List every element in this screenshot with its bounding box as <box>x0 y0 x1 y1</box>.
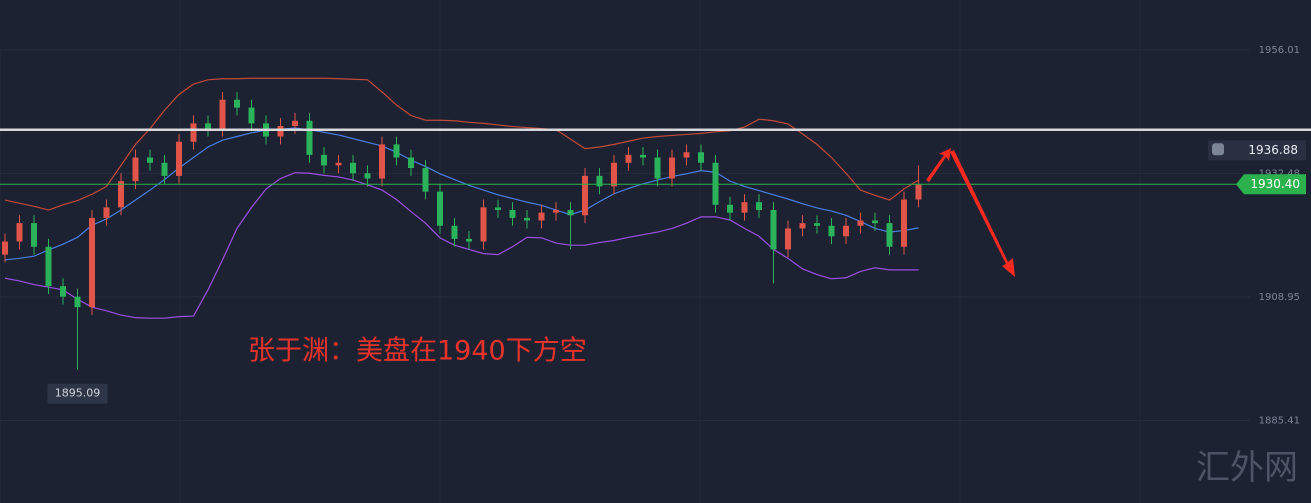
ask-label: 1936.88 <box>1248 143 1298 157</box>
candle-body <box>118 181 124 208</box>
candle-body <box>277 126 284 137</box>
candle-body <box>321 154 327 166</box>
candle-body <box>915 184 922 200</box>
last-price-box <box>1236 174 1306 195</box>
candle-body <box>843 225 849 237</box>
candle-body <box>451 225 458 239</box>
candle-body <box>828 225 835 237</box>
candle-body <box>292 120 298 127</box>
candle-body <box>364 173 371 179</box>
low-marker-label: 1895.09 <box>55 387 101 400</box>
band-line <box>4 77 919 211</box>
candle-body <box>669 157 675 179</box>
candle-body <box>741 202 748 213</box>
band-line <box>4 127 919 261</box>
candle-body <box>727 204 733 213</box>
candle-body <box>350 162 356 174</box>
watermark: 汇外网 <box>1196 448 1298 488</box>
candle-body <box>60 286 66 297</box>
arrow-up <box>926 148 951 182</box>
candle-body <box>234 99 240 108</box>
ask-box <box>1208 140 1306 161</box>
candle-body <box>756 202 762 211</box>
low-marker-box <box>47 383 108 404</box>
candle-body <box>625 154 632 163</box>
annotation: 张于渊：美盘在1940下方空 <box>248 336 587 367</box>
candle-body <box>219 99 226 129</box>
candle-body <box>640 154 646 158</box>
bell-icon <box>1212 143 1224 156</box>
candle-body <box>596 175 603 187</box>
candle-body <box>814 223 820 226</box>
candle-body <box>857 220 864 226</box>
candle-body <box>582 175 588 216</box>
candle-body <box>161 162 168 176</box>
candle-body <box>74 296 81 308</box>
candle-body <box>654 157 661 179</box>
candle-body <box>785 228 791 250</box>
candle-body <box>16 223 23 242</box>
candle-body <box>248 107 255 124</box>
candle-body <box>495 207 501 211</box>
candle-body <box>132 157 139 182</box>
candle-body <box>190 123 197 142</box>
y-tick-label: 1932.48 <box>1259 168 1300 179</box>
candle-body <box>698 152 704 163</box>
candle-body <box>2 241 8 255</box>
candle-body <box>509 210 516 218</box>
candle-body <box>422 168 429 192</box>
candle-body <box>31 223 37 247</box>
candle-body <box>886 223 893 247</box>
candle-body <box>306 120 313 155</box>
candle-body <box>89 217 95 308</box>
candle-body <box>553 210 559 213</box>
band-line <box>4 172 919 319</box>
candle-body <box>466 238 472 242</box>
last-price-label: 1930.40 <box>1250 177 1300 191</box>
candle-body <box>683 152 690 158</box>
candle-body <box>147 157 153 163</box>
candle-body <box>524 217 530 221</box>
candle-body <box>770 210 777 250</box>
candle-body <box>799 223 806 229</box>
candle-body <box>335 162 342 166</box>
candle-body <box>872 220 878 224</box>
candle-body <box>712 162 719 205</box>
arrows <box>926 148 1015 277</box>
arrow-down <box>950 150 1015 277</box>
candle-body <box>408 157 414 169</box>
candle-body <box>103 207 110 218</box>
candle-body <box>901 199 907 247</box>
y-tick-label: 1885.41 <box>1259 416 1300 427</box>
candle-body <box>611 162 617 187</box>
candle-body <box>379 144 385 179</box>
candle-body <box>480 207 487 242</box>
candle-body <box>567 210 574 216</box>
candle-body <box>205 123 211 129</box>
candle-body <box>45 246 52 287</box>
candle-body <box>437 191 443 226</box>
candle-body <box>176 141 182 176</box>
candle-body <box>538 212 545 221</box>
grid <box>0 49 1250 503</box>
y-tick-label: 1908.95 <box>1259 292 1300 303</box>
y-tick-label: 1956.01 <box>1259 45 1300 56</box>
candle-body <box>393 144 400 158</box>
